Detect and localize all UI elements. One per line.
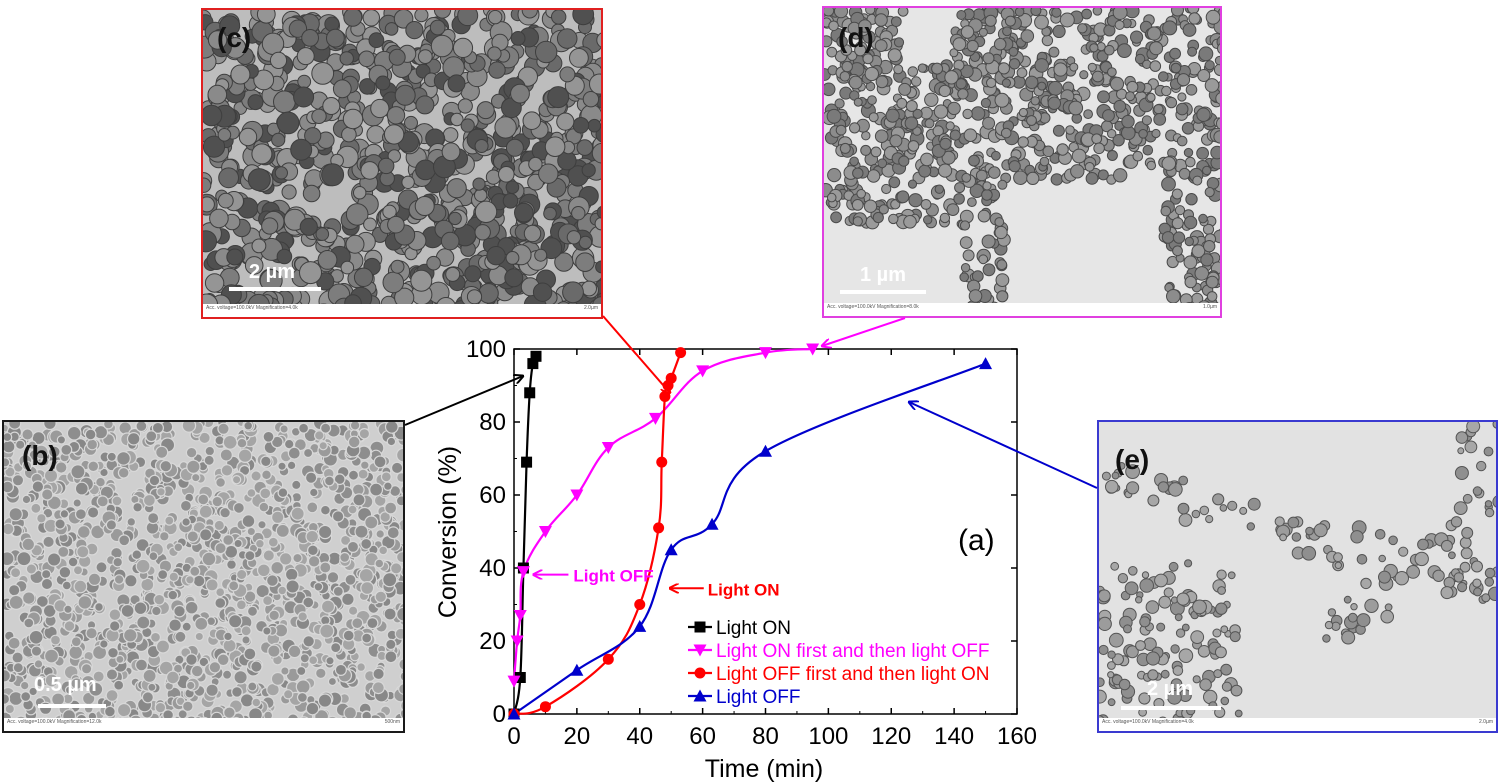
info-right-b: 500nm [384,719,400,725]
data-point-series-4 [570,663,584,676]
data-point-series-2 [601,442,615,455]
info-strip-e: Acc. voltage=100.0kV Magnification=4.0k 2… [1099,718,1496,731]
data-point-series-4 [979,357,993,370]
tem-image-c: (c) 2 µm Acc. voltage=100.0kV Magnificat… [201,8,603,319]
series-line-3 [513,352,682,716]
particle-texture-c [203,10,601,317]
panel-label-e: (e) [1115,444,1150,475]
panel-label-b: (b) [22,440,58,471]
data-point-series-2 [516,566,530,579]
connector-arrow-c [602,315,670,393]
info-strip-b: Acc. voltage=100.0kV Magnification=12.0k… [4,718,403,731]
data-point-series-4 [633,619,647,632]
x-axis-label: Time (min) [705,755,824,783]
data-point-series-3 [602,653,614,665]
data-point-series-2 [759,347,772,360]
y-tick-label: 0 [493,701,506,728]
data-point-series-3 [675,347,687,359]
y-axis-label: Conversion (%) [434,446,462,618]
data-point-series-4 [705,517,719,530]
data-point-series-3 [653,522,665,534]
legend-entry-3: Light OFF first and then light ON [716,664,990,685]
x-tick-label: 60 [689,723,716,750]
x-tick-label: 40 [626,723,653,750]
data-point-series-2 [538,526,552,538]
data-point-series-3 [539,701,551,713]
y-tick-label: 20 [479,628,506,655]
info-strip-d: Acc. voltage=100.0kV Magnification=8.0k 1… [824,303,1220,316]
panel-label-c: (c) [217,22,252,53]
data-point-series-3 [656,456,668,468]
tem-image-d: (d) 1 µm Acc. voltage=100.0kV Magnificat… [822,6,1222,318]
connector-arrow-d [822,317,906,346]
data-point-series-2 [510,635,524,648]
scale-bar-e [1121,706,1221,710]
info-strip-c: Acc. voltage=100.0kV Magnification=4.0k 2… [203,304,601,317]
legend-entry-4: Light OFF [716,687,800,708]
scale-text-e: 2 µm [1147,678,1193,700]
particle-texture-e [1099,422,1496,731]
data-point-series-4 [759,444,772,457]
legend-entry-2: Light ON first and then light OFF [716,641,990,662]
x-tick-label: 160 [997,723,1037,750]
legend-marker [693,644,707,657]
particle-texture-b [4,422,403,731]
data-point-series-2 [513,609,527,622]
info-left-d: Acc. voltage=100.0kV Magnification=8.0k [827,304,919,310]
data-point-series-3 [665,372,677,384]
info-left-c: Acc. voltage=100.0kV Magnification=4.0k [206,305,298,311]
annotation-light-on: Light ON [708,580,780,599]
data-point-series-1 [514,672,526,683]
annotation-light-off: Light OFF [573,567,653,586]
data-point-series-1 [530,350,542,362]
data-point-series-1 [524,387,536,399]
info-right-c: 2.0µm [584,305,598,311]
data-point-series-1 [521,456,533,468]
x-tick-label: 80 [752,723,779,750]
panel-label-d: (d) [838,22,874,53]
tem-image-b: (b) 0.5 µm Acc. voltage=100.0kV Magnific… [2,420,405,733]
data-point-series-3 [634,599,646,610]
data-point-series-2 [806,343,820,356]
info-right-d: 1.0µm [1203,304,1217,310]
y-tick-label: 100 [466,336,506,363]
scale-text-d: 1 µm [860,264,906,286]
info-left-b: Acc. voltage=100.0kV Magnification=12.0k [7,719,102,725]
scale-bar-c [229,287,321,291]
x-tick-label: 120 [871,723,911,750]
x-tick-label: 100 [808,723,848,750]
data-point-series-4 [507,707,521,720]
connector-arrow-b [404,376,523,426]
y-tick-label: 80 [479,409,506,436]
legend-marker [694,621,706,633]
info-right-e: 2.0µm [1479,719,1493,725]
info-left-e: Acc. voltage=100.0kV Magnification=4.0k [1102,719,1194,725]
scale-bar-b [38,704,106,708]
legend-entry-1: Light ON [716,618,791,639]
y-tick-label: 40 [479,555,506,582]
scale-text-b: 0.5 µm [34,674,97,696]
data-point-series-1 [527,358,539,370]
data-point-series-2 [507,675,521,688]
legend-marker [693,689,707,702]
x-tick-label: 20 [564,723,591,750]
legend-marker [694,667,706,679]
x-tick-label: 0 [507,723,520,750]
data-point-series-4 [664,543,678,556]
tem-image-e: (e) 2 µm Acc. voltage=100.0kV Magnificat… [1097,420,1498,733]
data-point-series-2 [570,489,584,502]
panel-label-a: (a) [958,524,995,557]
scale-bar-d [840,290,926,294]
scale-text-c: 2 µm [249,261,295,283]
series-line-4 [513,362,986,715]
data-point-series-2 [648,412,662,425]
series-line-1 [512,355,538,715]
x-tick-label: 140 [934,723,974,750]
particle-texture-d [824,8,1220,316]
connector-arrow-e [909,402,1098,489]
data-point-series-2 [696,365,710,378]
y-tick-label: 60 [479,482,506,509]
